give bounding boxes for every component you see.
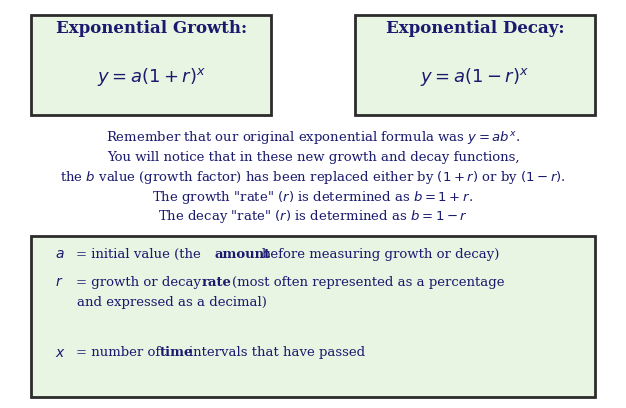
FancyBboxPatch shape <box>355 15 595 115</box>
Text: before measuring growth or decay): before measuring growth or decay) <box>262 248 500 261</box>
Text: = growth or decay: = growth or decay <box>76 276 205 289</box>
Text: Exponential Growth:: Exponential Growth: <box>56 20 247 38</box>
Text: intervals that have passed: intervals that have passed <box>189 346 365 359</box>
Text: = initial value (the: = initial value (the <box>76 248 205 261</box>
FancyBboxPatch shape <box>31 236 595 397</box>
Text: $y = a(1 + r)^x$: $y = a(1 + r)^x$ <box>96 66 205 88</box>
Text: $y = a(1 - r)^x$: $y = a(1 - r)^x$ <box>421 66 530 88</box>
Text: $r$: $r$ <box>55 275 63 290</box>
Text: amount: amount <box>214 248 270 261</box>
FancyBboxPatch shape <box>31 15 271 115</box>
Text: You will notice that in these new growth and decay functions,: You will notice that in these new growth… <box>107 151 519 164</box>
Text: $x$: $x$ <box>55 346 66 360</box>
Text: Remember that our original exponential formula was $y = ab^x$.: Remember that our original exponential f… <box>106 129 520 146</box>
Text: The growth "rate" $(r)$ is determined as $b = 1 + r$.: The growth "rate" $(r)$ is determined as… <box>153 189 473 206</box>
Text: and expressed as a decimal): and expressed as a decimal) <box>77 296 267 309</box>
Text: time: time <box>160 346 193 359</box>
Text: (most often represented as a percentage: (most often represented as a percentage <box>232 276 505 289</box>
Text: the $b$ value (growth factor) has been replaced either by $(1 + r)$ or by $(1 - : the $b$ value (growth factor) has been r… <box>60 169 566 186</box>
Text: rate: rate <box>202 276 232 289</box>
Text: = number of: = number of <box>76 346 165 359</box>
Text: $a$: $a$ <box>55 247 64 261</box>
Text: The decay "rate" $(r)$ is determined as $b = 1 - r$: The decay "rate" $(r)$ is determined as … <box>158 208 468 225</box>
Text: Exponential Decay:: Exponential Decay: <box>386 20 564 38</box>
